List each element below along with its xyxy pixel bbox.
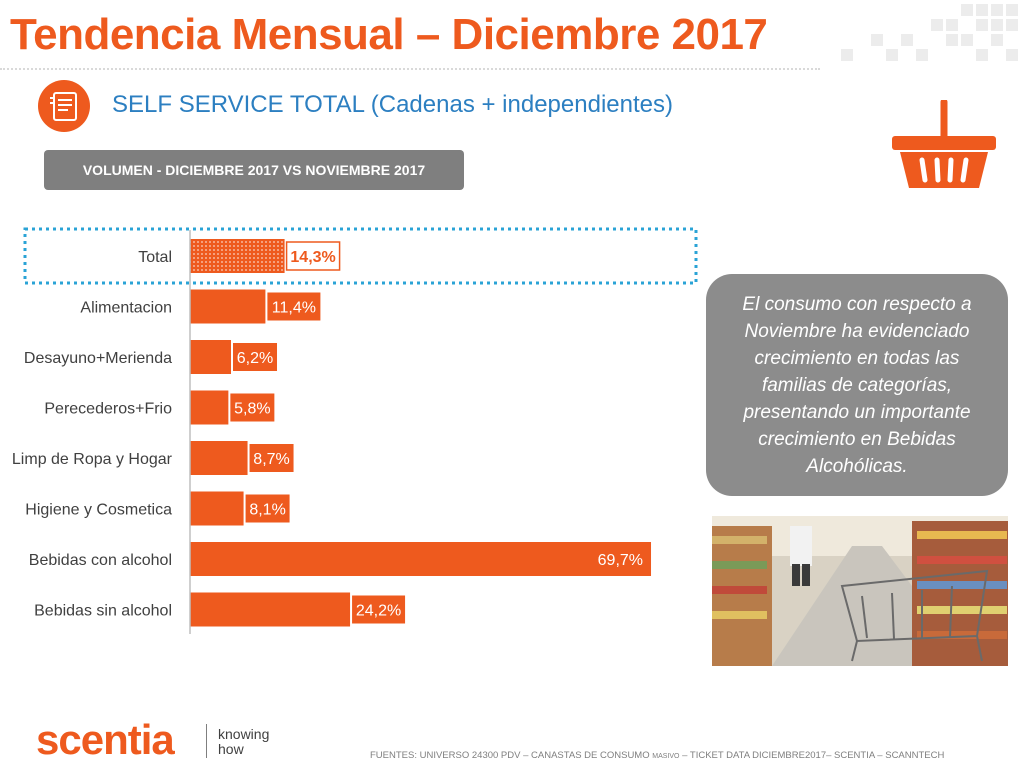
data-label: 8,1% bbox=[249, 502, 285, 519]
scentia-logo: scentia bbox=[36, 716, 175, 763]
insight-callout: El consumo con respecto a Noviembre ha e… bbox=[706, 274, 1008, 496]
bar bbox=[190, 592, 351, 627]
category-label: Limp de Ropa y Hogar bbox=[12, 451, 173, 468]
bar bbox=[190, 390, 229, 425]
shopping-basket-icon bbox=[892, 100, 996, 188]
bar bbox=[190, 239, 285, 273]
bar-chart: Total 14,3% Alimentacion 11,4% Desayuno+Meri… bbox=[12, 227, 698, 634]
bar bbox=[190, 441, 248, 475]
receipt-icon bbox=[38, 80, 90, 132]
data-label-box bbox=[267, 292, 321, 321]
volume-period-label: VOLUMEN - DICIEMBRE 2017 VS NOVIEMBRE 20… bbox=[44, 150, 464, 190]
sources-footer: FUENTES: UNIVERSO 24300 PDV – CANASTAS D… bbox=[370, 750, 944, 761]
footer-text-2: – TICKET DATA DICIEMBRE2017– SCENTIA – S… bbox=[679, 750, 945, 761]
category-label: Total bbox=[138, 249, 172, 266]
segment-title: SELF SERVICE TOTAL (Cadenas + independie… bbox=[112, 91, 673, 118]
bar bbox=[190, 491, 244, 526]
category-label: Higiene y Cosmetica bbox=[25, 502, 172, 519]
category-label: Bebidas sin alcohol bbox=[34, 603, 172, 620]
logo-tagline: knowing how bbox=[218, 727, 269, 757]
data-label: 14,3% bbox=[290, 249, 335, 266]
footer-text-small: MASIVO bbox=[652, 753, 680, 760]
data-label-box bbox=[245, 494, 290, 523]
decorative-squares bbox=[841, 4, 1018, 61]
data-label-box bbox=[233, 343, 278, 371]
data-label-box bbox=[230, 393, 275, 422]
tagline-line-2: how bbox=[218, 741, 244, 757]
data-label: 24,2% bbox=[356, 603, 401, 620]
data-label-box bbox=[249, 444, 294, 472]
footer-text-1: FUENTES: UNIVERSO 24300 PDV – CANASTAS D… bbox=[370, 750, 653, 761]
category-label: Desayuno+Merienda bbox=[24, 350, 172, 367]
category-label: Bebidas con alcohol bbox=[29, 552, 172, 569]
data-label-box bbox=[352, 595, 406, 624]
category-label: Alimentacion bbox=[80, 300, 172, 317]
title-divider bbox=[0, 68, 820, 70]
data-label: 6,2% bbox=[237, 350, 273, 367]
supermarket-photo bbox=[712, 516, 1008, 666]
highlight-frame bbox=[23, 227, 698, 285]
data-label: 5,8% bbox=[234, 401, 270, 418]
category-label: Perecederos+Frio bbox=[44, 401, 172, 418]
bar bbox=[190, 542, 652, 576]
data-label: 8,7% bbox=[253, 451, 289, 468]
data-label-box bbox=[285, 241, 341, 271]
logo-divider bbox=[206, 724, 207, 758]
bar bbox=[190, 289, 266, 324]
page-title: Tendencia Mensual – Diciembre 2017 bbox=[10, 10, 768, 59]
data-label: 69,7% bbox=[598, 552, 643, 569]
tagline-line-1: knowing bbox=[218, 726, 270, 742]
bar bbox=[190, 340, 232, 374]
data-label: 11,4% bbox=[272, 300, 316, 317]
